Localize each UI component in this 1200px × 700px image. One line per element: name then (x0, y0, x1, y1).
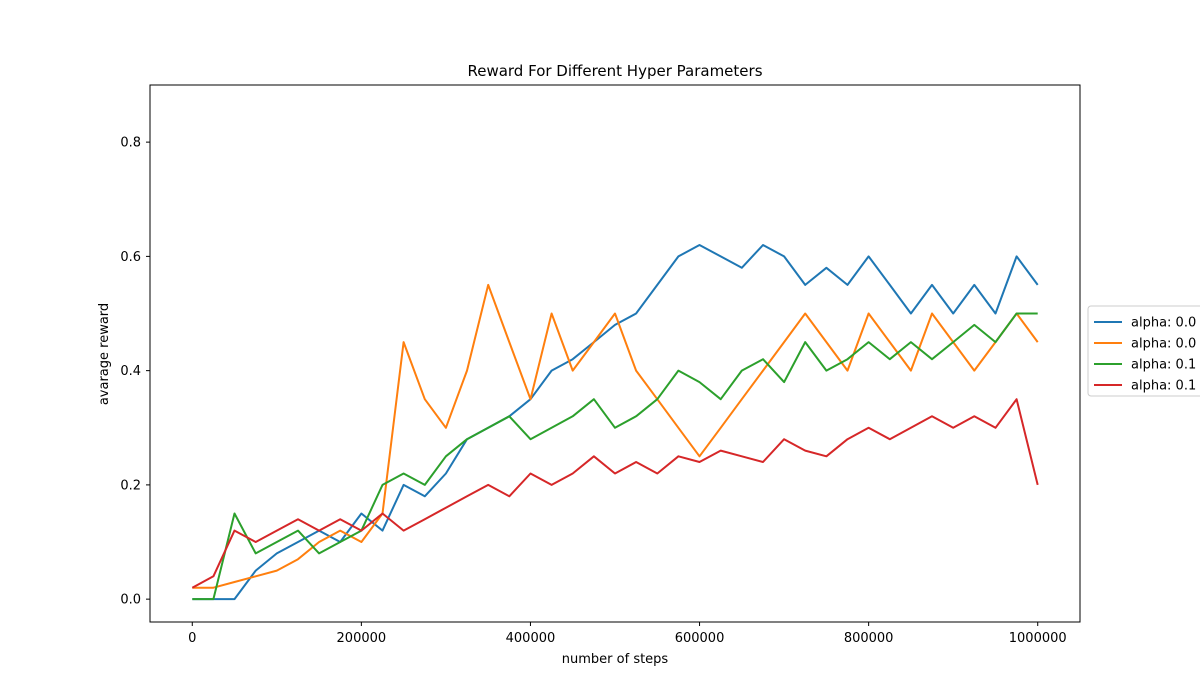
x-tick-label: 600000 (675, 631, 725, 646)
x-tick-label: 400000 (506, 631, 556, 646)
y-tick-label: 0.6 (120, 250, 141, 265)
y-axis-label: avarage reward (97, 303, 112, 405)
legend-label-1: alpha: 0.0 (1131, 316, 1196, 331)
series-line-4 (191, 398, 1039, 589)
legend-label-4: alpha: 0.1 (1131, 379, 1196, 394)
y-tick-label: 0.0 (120, 593, 141, 608)
legend-label-3: alpha: 0.1 (1131, 358, 1196, 373)
x-axis-label: number of steps (562, 652, 669, 667)
series-layer (191, 244, 1039, 601)
x-tick-label: 1000000 (1009, 631, 1067, 646)
y-axis: 0.0 0.2 0.4 0.6 0.8 (120, 136, 150, 608)
series-line-1 (192, 244, 1039, 601)
y-tick-label: 0.4 (120, 364, 141, 379)
legend-label-2: alpha: 0.0 (1131, 337, 1196, 352)
x-axis: 0 200000 400000 600000 800000 1000000 (188, 622, 1067, 646)
legend: alpha: 0.0 alpha: 0.0 alpha: 0.1 alpha: 0.1 (1087, 305, 1200, 397)
series-line-2 (192, 283, 1039, 589)
x-tick-label: 800000 (844, 631, 894, 646)
x-tick-label: 200000 (337, 631, 387, 646)
y-tick-label: 0.8 (120, 136, 141, 151)
series-line-3 (192, 312, 1038, 601)
legend-box (1087, 305, 1200, 397)
chart-title: Reward For Different Hyper Parameters (467, 62, 762, 80)
plot-frame (149, 84, 1081, 623)
y-tick-label: 0.2 (120, 478, 141, 493)
x-tick-label: 0 (188, 631, 196, 646)
